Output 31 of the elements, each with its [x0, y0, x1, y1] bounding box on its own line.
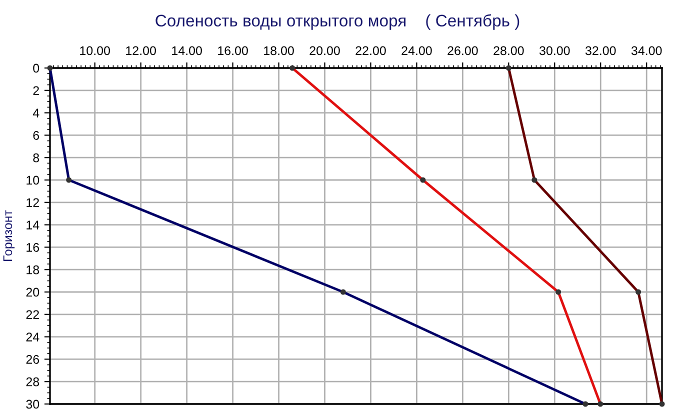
x-tick-label: 30.00 — [539, 46, 570, 56]
y-tick-label: 10 — [26, 176, 40, 185]
x-tick-label: 24.00 — [402, 46, 432, 56]
y-tick-label: 20 — [26, 288, 40, 297]
y-tick-label: 12 — [26, 198, 39, 207]
y-tick-label: 28 — [26, 377, 40, 386]
y-axis-title: Горизонт — [3, 210, 15, 261]
y-tick-label: 6 — [33, 131, 40, 140]
x-tick-label: 14.00 — [172, 46, 202, 56]
x-tick-label: 20.00 — [310, 46, 340, 56]
y-tick-label: 8 — [33, 153, 40, 162]
x-tick-label: 32.00 — [585, 46, 616, 56]
y-tick-label: 22 — [26, 310, 39, 319]
x-tick-label: 34.00 — [631, 46, 662, 56]
x-tick-label: 18.00 — [264, 46, 294, 56]
y-tick-label: 0 — [33, 64, 40, 73]
x-tick-label: 16.00 — [218, 46, 248, 56]
x-tick-label: 26.00 — [448, 46, 478, 56]
y-tick-label: 16 — [26, 243, 40, 252]
y-tick-label: 24 — [26, 332, 40, 342]
chart-title: Соленость воды открытого моря ( Сентябрь ) — [156, 14, 520, 30]
y-tick-label: 18 — [26, 265, 40, 274]
y-tick-label: 26 — [26, 355, 40, 364]
y-tick-label: 14 — [26, 220, 40, 230]
y-tick-label: 30 — [26, 400, 40, 409]
x-tick-label: 10.00 — [80, 46, 110, 56]
y-tick-label: 2 — [33, 86, 39, 95]
x-tick-label: 28.00 — [494, 46, 524, 56]
x-tick-label: 22.00 — [356, 46, 386, 56]
y-tick-label: 4 — [32, 108, 40, 118]
x-tick-label: 12.00 — [126, 46, 156, 56]
